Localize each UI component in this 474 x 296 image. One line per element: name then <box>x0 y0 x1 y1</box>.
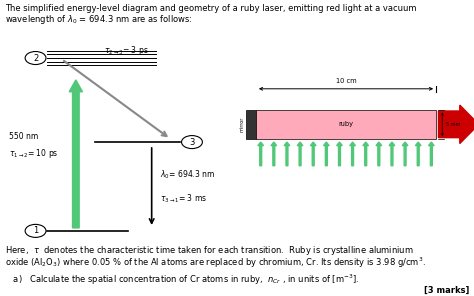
FancyArrow shape <box>363 142 369 166</box>
FancyArrow shape <box>284 142 290 166</box>
FancyArrow shape <box>350 142 356 166</box>
FancyArrow shape <box>428 142 434 166</box>
Text: 3: 3 <box>189 138 195 147</box>
FancyArrow shape <box>258 142 264 166</box>
FancyArrow shape <box>69 80 82 228</box>
FancyArrow shape <box>415 142 421 166</box>
Text: $\lambda_0$= 694.3 nm: $\lambda_0$= 694.3 nm <box>160 168 215 181</box>
FancyArrow shape <box>310 142 316 166</box>
Text: a)   Calculate the spatial concentration of Cr atoms in ruby,  $n_{Cr}$ , in uni: a) Calculate the spatial concentration o… <box>5 272 359 287</box>
Text: 10 cm: 10 cm <box>336 78 356 84</box>
Text: 1: 1 <box>33 226 38 235</box>
FancyArrow shape <box>376 142 382 166</box>
Bar <box>246 110 256 139</box>
Text: $\tau_{2\rightarrow3}$= 3 ps: $\tau_{2\rightarrow3}$= 3 ps <box>104 44 149 57</box>
Text: $\tau_{1\rightarrow2}$= 10 ps: $\tau_{1\rightarrow2}$= 10 ps <box>9 147 59 160</box>
Text: oxide (Al$_2$O$_3$) where 0.05 % of the Al atoms are replaced by chromium, Cr. I: oxide (Al$_2$O$_3$) where 0.05 % of the … <box>5 255 426 270</box>
Text: wavelength of $\lambda_0$ = 694.3 nm are as follows:: wavelength of $\lambda_0$ = 694.3 nm are… <box>5 13 192 26</box>
FancyArrow shape <box>271 142 277 166</box>
Text: $\tau_{3\rightarrow1}$= 3 ms: $\tau_{3\rightarrow1}$= 3 ms <box>160 192 208 205</box>
Text: The simplified energy-level diagram and geometry of a ruby laser, emitting red l: The simplified energy-level diagram and … <box>5 4 416 13</box>
Text: Here,  $\tau$  denotes the characteristic time taken for each transition.  Ruby : Here, $\tau$ denotes the characteristic … <box>5 244 413 257</box>
Text: 2: 2 <box>33 54 38 62</box>
FancyArrow shape <box>297 142 303 166</box>
Text: mirror: mirror <box>239 117 244 132</box>
Text: 5 mm: 5 mm <box>446 122 460 127</box>
Text: 550 nm: 550 nm <box>9 132 39 141</box>
Bar <box>256 110 436 139</box>
FancyArrow shape <box>389 142 395 166</box>
FancyArrow shape <box>337 142 342 166</box>
Text: ruby: ruby <box>338 121 354 127</box>
FancyArrow shape <box>402 142 408 166</box>
FancyArrow shape <box>438 105 474 144</box>
Text: [3 marks]: [3 marks] <box>424 286 469 295</box>
FancyArrow shape <box>323 142 329 166</box>
